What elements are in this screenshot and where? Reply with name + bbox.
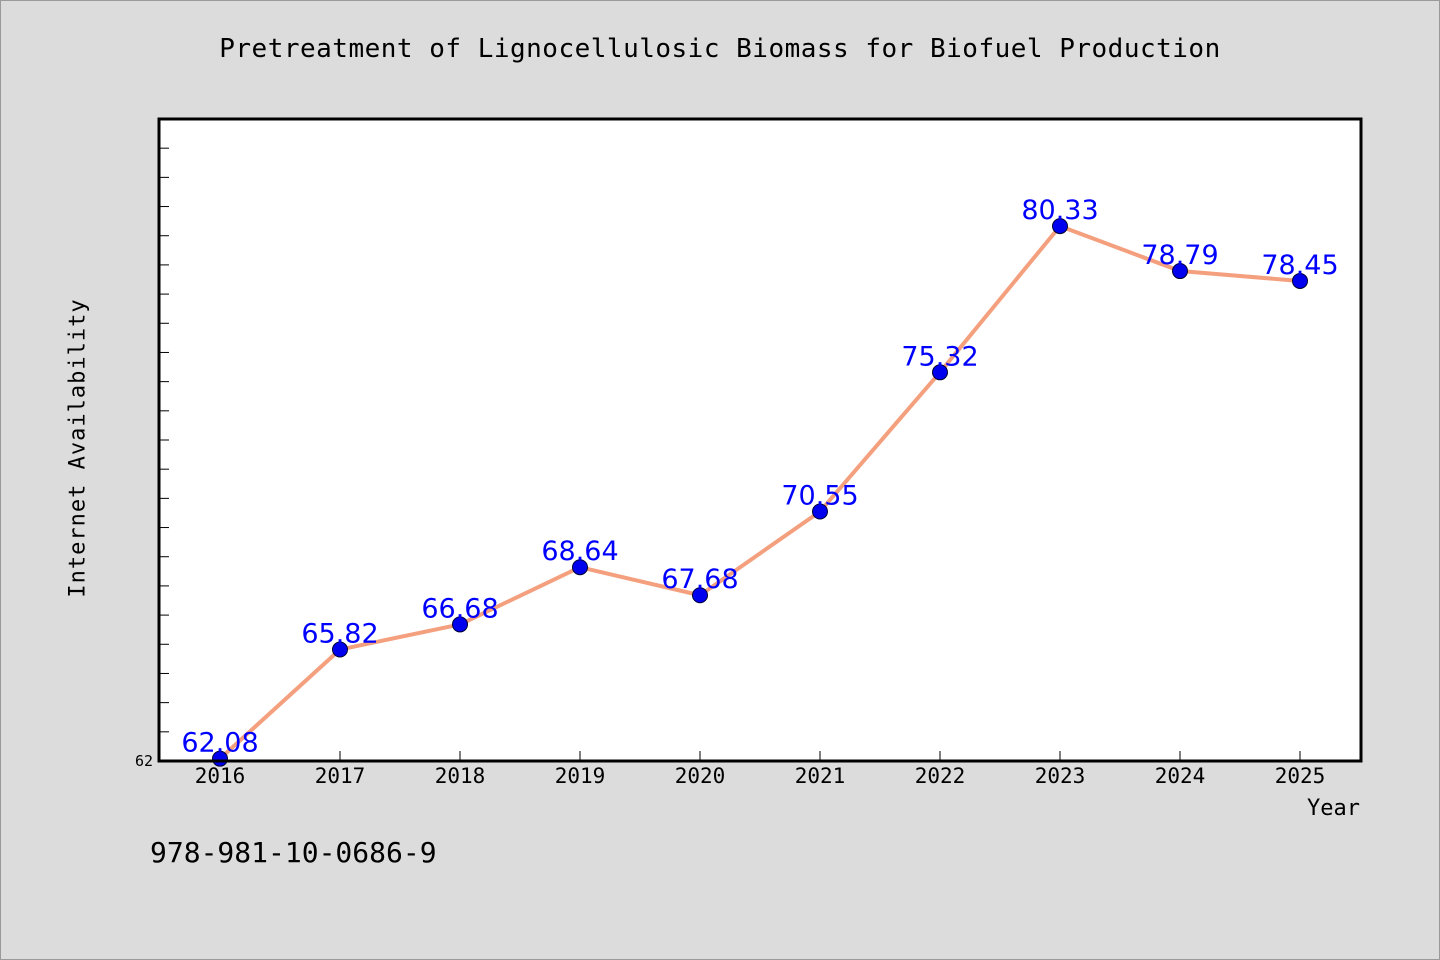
data-point [1292,272,1308,289]
data-point [1172,263,1188,280]
data-point [452,616,468,633]
data-point [932,364,948,381]
x-tick-label: 2023 [1035,764,1086,788]
data-label: 66.68 [421,593,498,624]
data-point [1052,218,1068,235]
data-point [692,587,708,604]
data-label: 65.82 [301,619,378,650]
plot-border [157,117,1363,763]
x-tick-label: 2024 [1155,764,1206,788]
x-tick-label: 2018 [435,764,486,788]
isbn-code: 978-981-10-0686-9 [150,836,437,869]
data-label: 62.08 [181,728,258,759]
data-label: 78.79 [1141,240,1218,271]
x-tick-label: 2021 [795,764,846,788]
y-tick-label: 62 [135,752,153,770]
x-tick-label: 2017 [315,764,366,788]
data-label: 75.32 [901,341,978,372]
series-line [218,224,1302,761]
x-tick-label: 2016 [195,764,246,788]
x-tick-label: 2022 [915,764,966,788]
data-label: 78.45 [1261,250,1338,281]
chart-title: Pretreatment of Lignocellulosic Biomass … [219,34,1221,64]
data-point [812,503,828,520]
x-tick-label: 2020 [675,764,726,788]
data-label: 70.55 [781,480,858,511]
data-label: 80.33 [1021,195,1098,226]
x-tick-label: 2019 [555,764,606,788]
plot-area [159,119,1361,761]
data-label: 68.64 [541,536,618,567]
x-axis-label: Year [1307,796,1360,821]
x-tick-label: 2025 [1275,764,1326,788]
y-axis-label: Internet Availability [65,298,91,598]
data-point [332,641,348,658]
data-point [572,559,588,576]
data-label: 67.68 [661,564,738,595]
